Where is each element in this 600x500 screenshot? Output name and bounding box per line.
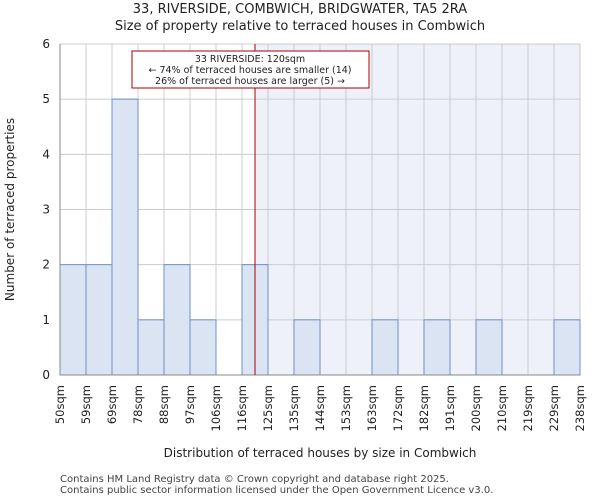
x-tick-label: 238sqm [573, 385, 587, 431]
annotation-line-2: ← 74% of terraced houses are smaller (14… [148, 65, 351, 76]
x-tick-label: 135sqm [287, 385, 301, 431]
footer-copyright: Contains HM Land Registry data © Crown c… [60, 474, 449, 485]
x-tick-label: 50sqm [53, 385, 67, 424]
x-tick-label: 191sqm [443, 385, 457, 431]
y-tick-label: 4 [42, 147, 50, 161]
chart-subtitle: Size of property relative to terraced ho… [114, 19, 486, 34]
histogram-bar [423, 319, 451, 376]
x-tick-label: 59sqm [79, 385, 93, 424]
x-tick-label: 219sqm [521, 385, 535, 431]
histogram-bar [59, 264, 87, 376]
x-tick-label: 182sqm [417, 385, 431, 431]
x-tick-label: 125sqm [261, 385, 275, 431]
x-tick-label: 229sqm [547, 385, 561, 431]
x-tick-label: 172sqm [391, 385, 405, 431]
histogram-bar [293, 319, 321, 376]
histogram-bar [475, 319, 503, 376]
x-tick-label: 69sqm [105, 385, 119, 424]
y-tick-label: 1 [42, 313, 50, 327]
chart-title: 33, RIVERSIDE, COMBWICH, BRIDGWATER, TA5… [132, 2, 468, 17]
x-tick-label: 106sqm [209, 385, 223, 431]
y-tick-label: 2 [42, 258, 50, 272]
y-tick-label: 5 [42, 92, 50, 106]
x-tick-label: 153sqm [339, 385, 353, 431]
annotation-line-3: 26% of terraced houses are larger (5) → [155, 76, 345, 87]
histogram-bar [111, 98, 139, 376]
y-tick-label: 0 [42, 368, 50, 382]
x-tick-label: 97sqm [183, 385, 197, 424]
x-tick-label: 144sqm [313, 385, 327, 431]
x-tick-label: 210sqm [495, 385, 509, 431]
histogram-bar [137, 319, 165, 376]
histogram-bar [163, 264, 191, 376]
y-axis-title: Number of terraced properties [3, 118, 17, 301]
x-tick-label: 78sqm [131, 385, 145, 424]
histogram-bar [85, 264, 113, 376]
histogram-bar [189, 319, 217, 376]
histogram-chart: 0 1 2 3 4 5 6 50sqm 59sqm 69sqm 78sqm 88sqm 97sqm 106… [3, 37, 587, 460]
y-tick-label: 6 [42, 37, 50, 51]
y-tick-label: 3 [42, 203, 50, 217]
annotation-box [131, 50, 370, 89]
histogram-bar [371, 319, 399, 376]
x-axis-title: Distribution of terraced houses by size … [164, 446, 477, 460]
footer-licence: Contains public sector information licen… [60, 485, 494, 496]
x-tick-label: 163sqm [365, 385, 379, 431]
x-tick-label: 116sqm [235, 385, 249, 431]
histogram-bar [553, 319, 581, 376]
annotation-line-1: 33 RIVERSIDE: 120sqm [195, 54, 305, 65]
x-tick-label: 88sqm [157, 385, 171, 424]
x-tick-label: 200sqm [469, 385, 483, 431]
